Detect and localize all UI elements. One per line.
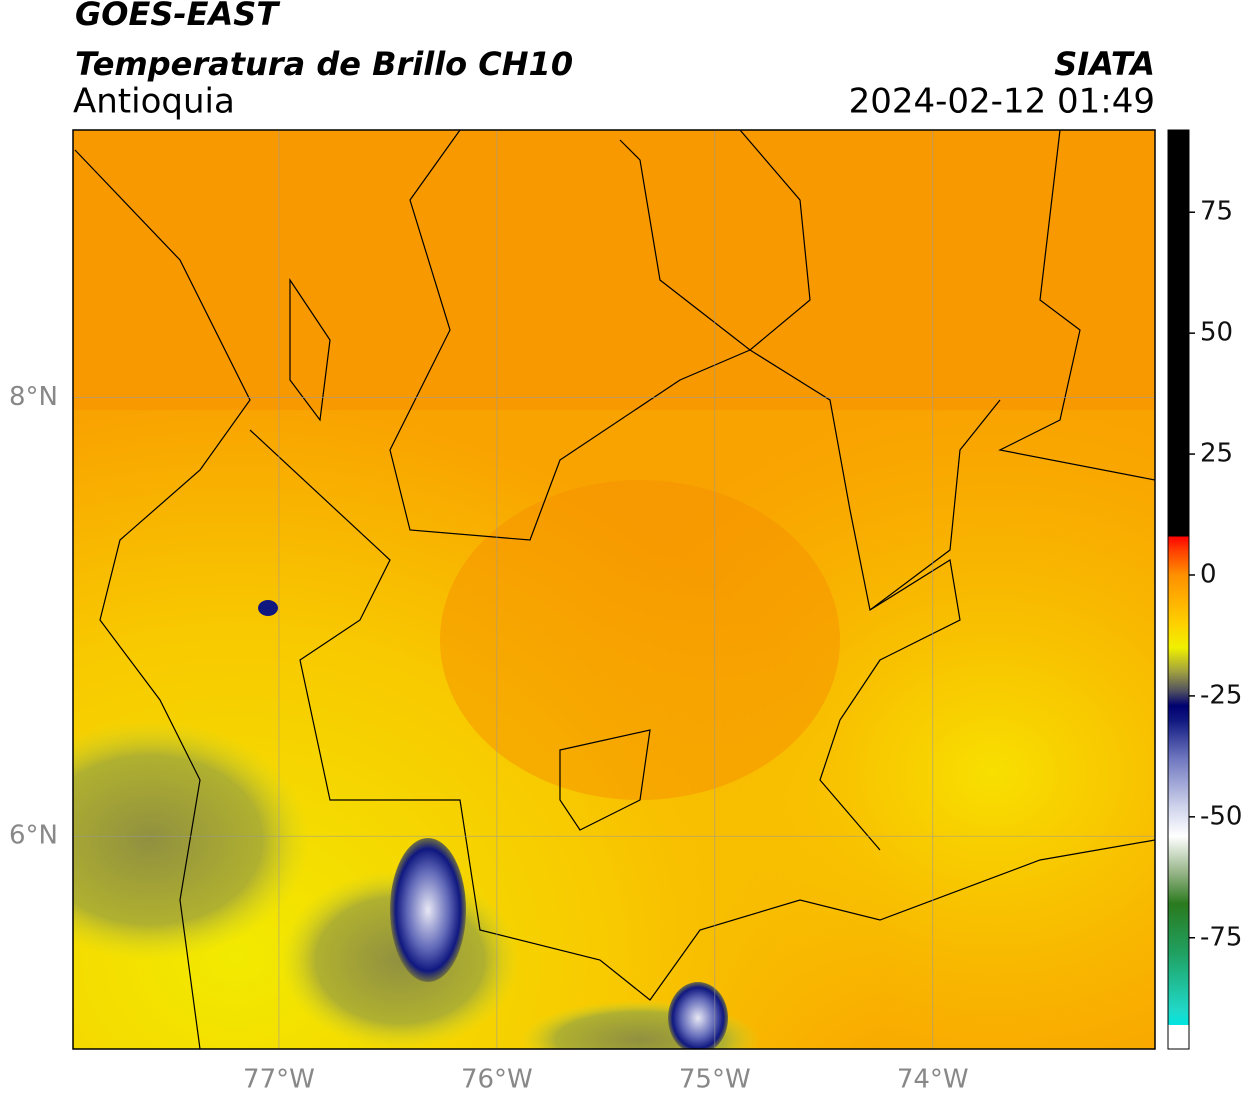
- y-tick-label: 8°N: [9, 382, 58, 412]
- region: Antioquia: [73, 82, 235, 122]
- datetime: 2024-02-12 01:49: [849, 82, 1155, 122]
- colorbar-tick-label: 25: [1200, 439, 1233, 469]
- colorbar-tick-label: 0: [1200, 559, 1217, 589]
- colorbar-tick-label: 75: [1200, 197, 1233, 227]
- colorbar-tick-label: 50: [1200, 318, 1233, 348]
- map-frame: [72, 129, 1156, 1050]
- title: Temperatura de Brillo CH10: [75, 45, 573, 83]
- map-image: [73, 130, 1155, 1049]
- colorbar: [1167, 129, 1190, 1050]
- x-tick-label: 76°W: [461, 1065, 533, 1095]
- y-tick-label: 6°N: [9, 821, 58, 851]
- source: SIATA: [1054, 45, 1155, 83]
- x-tick-label: 77°W: [243, 1065, 315, 1095]
- x-tick-label: 74°W: [897, 1065, 969, 1095]
- colorbar-tick-label: -25: [1200, 680, 1242, 710]
- colorbar-tick-label: -50: [1200, 801, 1242, 831]
- colorbar-tick-label: -75: [1200, 922, 1242, 952]
- title: GOES-EAST: [75, 0, 280, 33]
- x-tick-label: 75°W: [679, 1065, 751, 1095]
